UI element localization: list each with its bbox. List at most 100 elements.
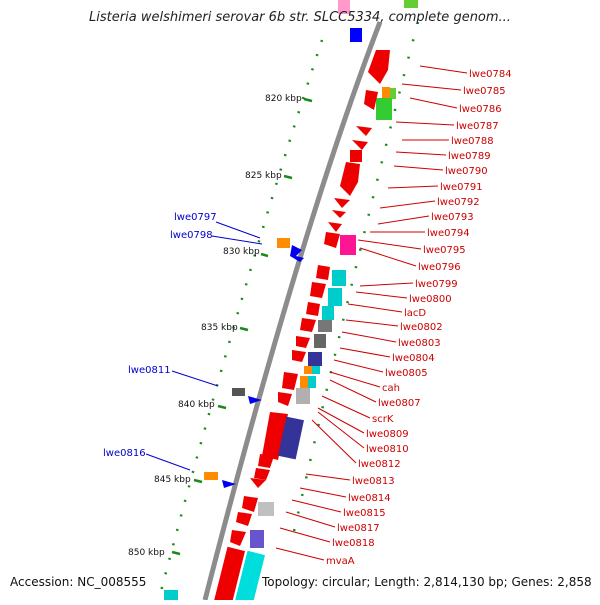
gene-feature — [308, 376, 316, 388]
label-leader-line — [379, 200, 436, 209]
kbp-label: 835 kbp — [201, 323, 238, 333]
gene-features — [164, 0, 418, 605]
gene-feature — [204, 472, 218, 480]
kbp-labels: 820 kbp 825 kbp 830 kbp 835 kbp 840 kbp … — [128, 94, 302, 558]
gene-label-lwe0798: lwe0798 — [170, 230, 213, 241]
gene-feature — [304, 366, 312, 374]
gene-feature — [356, 126, 372, 136]
gene-feature — [222, 480, 236, 488]
gene-label-lwe0813: lwe0813 — [352, 476, 395, 487]
label-leader-line — [317, 411, 365, 449]
genome-backbone — [202, 21, 383, 601]
gene-label-lacD: lacD — [404, 308, 426, 319]
label-leader-line — [357, 239, 422, 250]
accession-text: Accession: NC_008555 — [10, 575, 147, 589]
gene-label-lwe0788: lwe0788 — [451, 136, 494, 147]
gene-label-lwe0785: lwe0785 — [463, 86, 506, 97]
gene-label-lwe0799: lwe0799 — [415, 279, 458, 290]
label-leader-line — [409, 97, 458, 109]
gene-feature — [290, 245, 304, 262]
gene-feature — [350, 150, 362, 162]
gene-feature — [164, 590, 178, 600]
gene-label-cah: cah — [382, 383, 400, 394]
gene-feature — [334, 198, 350, 208]
label-leader-line — [359, 247, 417, 267]
gene-feature — [312, 366, 320, 374]
gene-label-mvaA: mvaA — [326, 556, 355, 567]
gene-feature — [258, 502, 274, 516]
gene-label-lwe0794: lwe0794 — [427, 228, 470, 239]
gene-feature — [352, 140, 368, 150]
map-title: Listeria welshimeri serovar 6b str. SLCC… — [89, 10, 511, 25]
outer-dotted-arc — [290, 21, 420, 541]
gene-label-lwe0807: lwe0807 — [378, 398, 421, 409]
gene-label-lwe0797: lwe0797 — [174, 212, 217, 223]
kbp-label: 845 kbp — [154, 475, 191, 485]
gene-feature — [340, 162, 360, 196]
right-gene-labels: lwe0784 lwe0785 lwe0786 lwe0787 lwe0788 lwe07… — [275, 65, 512, 567]
label-leader-line — [291, 499, 342, 513]
gene-label-lwe0817: lwe0817 — [337, 523, 380, 534]
gene-feature — [308, 352, 322, 366]
kbp-tick — [283, 174, 293, 180]
label-leader-line — [341, 331, 397, 343]
gene-feature — [282, 372, 298, 390]
kbp-tick — [239, 326, 249, 332]
gene-label-lwe0792: lwe0792 — [437, 197, 480, 208]
gene-feature — [300, 376, 308, 388]
topology-text: Topology: circular; Length: 2,814,130 bp… — [262, 575, 592, 589]
label-leader-line — [401, 83, 462, 91]
label-leader-line — [211, 235, 263, 245]
gene-feature — [278, 392, 292, 406]
label-leader-line — [145, 453, 191, 471]
gene-feature — [300, 318, 316, 332]
gene-feature — [328, 288, 342, 306]
label-leader-line — [359, 282, 414, 287]
gene-label-lwe0815: lwe0815 — [343, 508, 386, 519]
label-leader-line — [299, 487, 347, 498]
kbp-label: 840 kbp — [178, 400, 215, 410]
gene-feature — [248, 396, 262, 404]
kbp-tick — [193, 478, 203, 484]
gene-label-lwe0809: lwe0809 — [366, 429, 409, 440]
label-leader-line — [419, 65, 468, 74]
gene-feature — [340, 235, 356, 255]
gene-feature — [368, 50, 390, 84]
label-leader-line — [395, 121, 455, 126]
gene-label-lwe0791: lwe0791 — [440, 182, 483, 193]
label-leader-line — [285, 511, 336, 528]
kbp-tick — [260, 252, 269, 258]
label-leader-line — [321, 395, 371, 419]
gene-feature — [233, 550, 265, 605]
label-leader-line — [345, 319, 399, 327]
gene-label-lwe0816: lwe0816 — [103, 448, 146, 459]
gene-feature — [254, 468, 270, 480]
label-leader-line — [393, 165, 444, 171]
gene-feature — [230, 530, 246, 546]
kbp-ticks — [171, 97, 313, 556]
gene-feature — [390, 88, 396, 99]
label-leader-line — [215, 221, 261, 239]
gene-label-lwe0804: lwe0804 — [392, 353, 435, 364]
label-leader-line — [275, 547, 325, 561]
gene-label-lwe0814: lwe0814 — [348, 493, 391, 504]
label-leader-line — [279, 527, 331, 543]
gene-label-lwe0805: lwe0805 — [385, 368, 428, 379]
gene-label-lwe0811: lwe0811 — [128, 365, 171, 376]
gene-label-lwe0810: lwe0810 — [366, 444, 409, 455]
label-leader-line — [387, 185, 439, 189]
gene-feature — [350, 28, 362, 42]
gene-feature — [250, 478, 266, 488]
gene-feature — [250, 530, 264, 548]
left-gene-labels: lwe0797 lwe0798 lwe0811 lwe0816 — [103, 212, 263, 471]
label-leader-line — [333, 359, 384, 373]
gene-feature — [296, 388, 310, 404]
gene-feature — [404, 0, 418, 8]
gene-feature — [278, 416, 304, 460]
gene-label-lwe0786: lwe0786 — [459, 104, 502, 115]
gene-feature — [296, 336, 310, 348]
gene-label-lwe0793: lwe0793 — [431, 212, 474, 223]
gene-label-lwe0818: lwe0818 — [332, 538, 375, 549]
